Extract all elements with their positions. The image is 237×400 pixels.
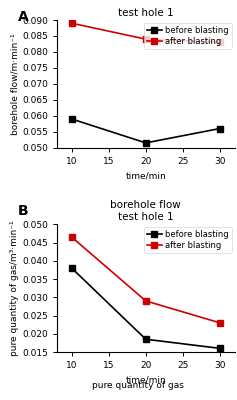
after blasting	[144, 37, 147, 42]
after blasting	[70, 21, 73, 26]
Line: after blasting: after blasting	[69, 20, 223, 45]
Legend: before blasting, after blasting: before blasting, after blasting	[144, 22, 232, 49]
after blasting	[70, 235, 73, 240]
before blasting	[218, 126, 221, 131]
before blasting	[70, 116, 73, 121]
before blasting	[218, 346, 221, 351]
before blasting	[144, 140, 147, 145]
Line: after blasting: after blasting	[69, 234, 223, 326]
Text: A: A	[18, 10, 28, 24]
Line: before blasting: before blasting	[69, 265, 223, 351]
after blasting	[218, 40, 221, 45]
Title: test hole 1: test hole 1	[118, 8, 173, 18]
Title: borehole flow
test hole 1: borehole flow test hole 1	[110, 200, 181, 222]
before blasting	[70, 266, 73, 270]
Legend: before blasting, after blasting: before blasting, after blasting	[144, 227, 232, 253]
after blasting	[218, 320, 221, 325]
after blasting	[144, 298, 147, 303]
before blasting	[144, 337, 147, 342]
X-axis label: time/min: time/min	[125, 171, 166, 180]
Text: pure quantity of gas: pure quantity of gas	[91, 381, 183, 390]
Y-axis label: borehole flow/m·min⁻¹: borehole flow/m·min⁻¹	[10, 33, 19, 135]
X-axis label: time/min: time/min	[125, 376, 166, 384]
Text: B: B	[18, 204, 28, 218]
Y-axis label: pure quantity of gas/m³·min⁻¹: pure quantity of gas/m³·min⁻¹	[10, 220, 19, 356]
Line: before blasting: before blasting	[69, 116, 223, 146]
